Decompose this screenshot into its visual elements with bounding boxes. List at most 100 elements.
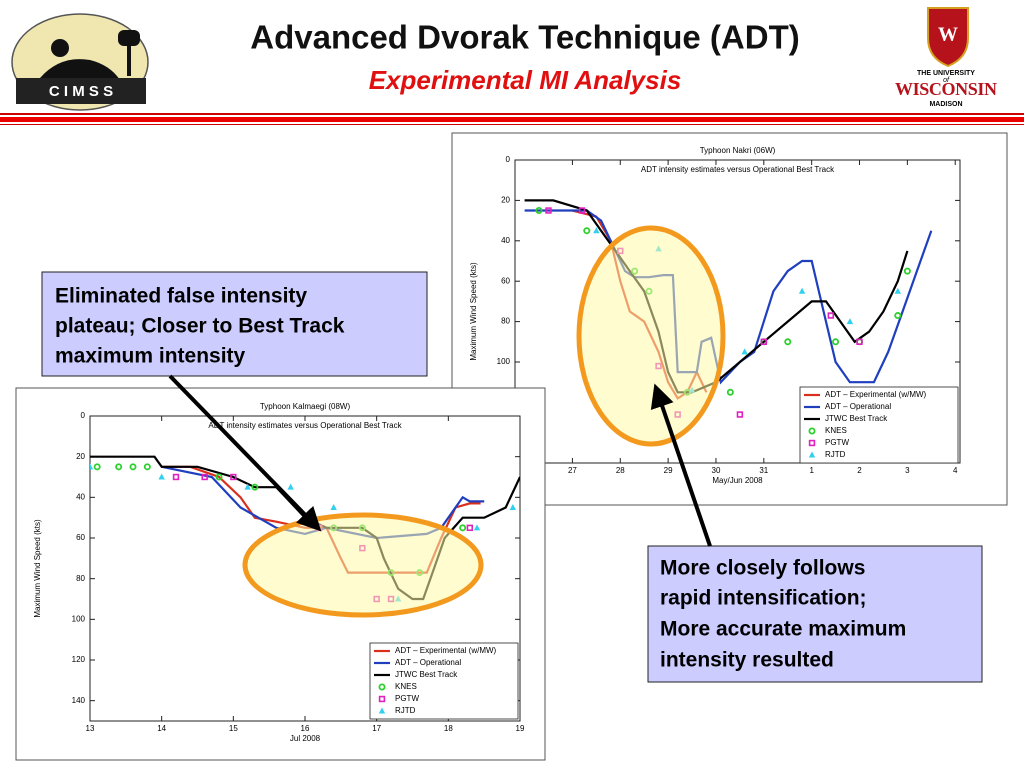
chart-title: Typhoon Kalmaegi (08W) [260, 402, 351, 411]
highlight-ellipse [576, 225, 726, 447]
arrow [168, 374, 322, 532]
marker [593, 227, 600, 234]
marker [473, 524, 481, 531]
uw-logo: W THE UNIVERSITY of WISCONSIN MADISON [895, 7, 997, 108]
marker [93, 463, 101, 471]
legend-label: KNES [395, 682, 417, 691]
y-tick-label: 40 [501, 236, 510, 245]
y-tick-label: 0 [506, 155, 511, 164]
callout-text: Eliminated false intensity [55, 285, 307, 308]
x-tick-label: 18 [444, 724, 453, 733]
logo-text: THE UNIVERSITY [917, 70, 975, 77]
legend-label: ADT – Operational [825, 402, 891, 411]
marker [832, 338, 840, 346]
x-tick-label: 16 [301, 724, 310, 733]
callout: More closely follows rapid intensificati… [647, 545, 983, 683]
marker [578, 207, 586, 214]
legend-label: ADT – Experimental (w/MW) [395, 646, 497, 655]
y-tick-label: 20 [76, 452, 85, 461]
slide-subtitle: Experimental MI Analysis [369, 65, 682, 95]
legend-label: JTWC Best Track [395, 670, 458, 679]
y-tick-label: 80 [76, 574, 85, 583]
y-tick-label: 120 [72, 655, 86, 664]
x-tick-label: 27 [568, 466, 577, 475]
legend-label: RJTD [395, 706, 416, 715]
marker [244, 483, 251, 490]
callout-text: rapid intensification; [660, 587, 867, 610]
marker [726, 388, 734, 396]
marker [827, 312, 835, 319]
marker [201, 473, 208, 481]
x-tick-label: 29 [664, 466, 673, 475]
legend-label: RJTD [825, 450, 846, 459]
chart-subtitle: ADT intensity estimates versus Operation… [641, 165, 835, 174]
header-rule [0, 117, 1024, 122]
y-tick-label: 20 [501, 196, 510, 205]
marker [903, 267, 911, 275]
marker [894, 312, 902, 320]
y-axis-label: Maximum Wind Speed (kts) [469, 262, 478, 361]
x-tick-label: 19 [516, 724, 525, 733]
marker [808, 427, 816, 435]
y-tick-label: 100 [497, 357, 511, 366]
marker [172, 473, 180, 481]
header-rule [0, 113, 1024, 115]
x-tick-label: 2 [857, 466, 862, 475]
marker [129, 463, 137, 471]
x-tick-label: 13 [86, 724, 95, 733]
x-tick-label: 15 [229, 724, 238, 733]
callout-box [41, 271, 428, 377]
x-tick-label: 17 [372, 724, 381, 733]
chart-title: Typhoon Nakri (06W) [700, 146, 776, 155]
marker [330, 504, 337, 510]
callout-text: intensity resulted [660, 649, 834, 672]
marker [741, 348, 748, 355]
callout: Eliminated false intensity plateau; Clos… [41, 271, 428, 377]
x-tick-label: 4 [953, 466, 958, 475]
y-tick-label: 80 [501, 317, 510, 326]
logo-text: of [943, 77, 950, 84]
marker [509, 504, 517, 510]
marker [894, 287, 901, 294]
marker [583, 227, 591, 235]
cimss-logo: C I M S S [11, 13, 149, 111]
marker [784, 338, 792, 346]
y-tick-label: 40 [76, 492, 85, 501]
callout-text: plateau; Closer to Best Track [55, 315, 345, 338]
legend-label: KNES [825, 426, 847, 435]
legend-box [799, 386, 959, 464]
callout-text: maximum intensity [55, 345, 246, 368]
x-tick-label: 3 [905, 466, 910, 475]
marker [466, 524, 474, 532]
marker [215, 473, 223, 481]
marker [535, 206, 543, 214]
marker [808, 451, 816, 458]
highlight-ellipse [242, 512, 484, 618]
callout-text: More accurate maximum [660, 618, 906, 641]
x-axis-label: May/Jun 2008 [712, 476, 763, 485]
marker [378, 695, 386, 703]
y-tick-label: 140 [72, 696, 86, 705]
x-tick-label: 31 [759, 466, 768, 475]
marker [545, 207, 552, 214]
marker [846, 318, 854, 325]
marker [760, 338, 768, 345]
y-tick-label: 60 [501, 276, 510, 285]
marker [736, 411, 744, 418]
y-tick-label: 100 [72, 614, 86, 623]
marker [251, 483, 259, 491]
logo-text: C I M S S [49, 83, 113, 100]
marker [378, 683, 386, 691]
legend-label: JTWC Best Track [825, 414, 888, 423]
callout-box [647, 545, 983, 683]
legend-label: ADT – Experimental (w/MW) [825, 390, 927, 399]
callout-text: More closely follows [660, 557, 865, 580]
svg-text:W: W [938, 24, 958, 46]
arrow [650, 383, 712, 547]
y-tick-label: 0 [81, 411, 86, 420]
header-rule [0, 124, 1024, 125]
legend-label: PGTW [825, 438, 849, 447]
x-tick-label: 1 [809, 466, 814, 475]
